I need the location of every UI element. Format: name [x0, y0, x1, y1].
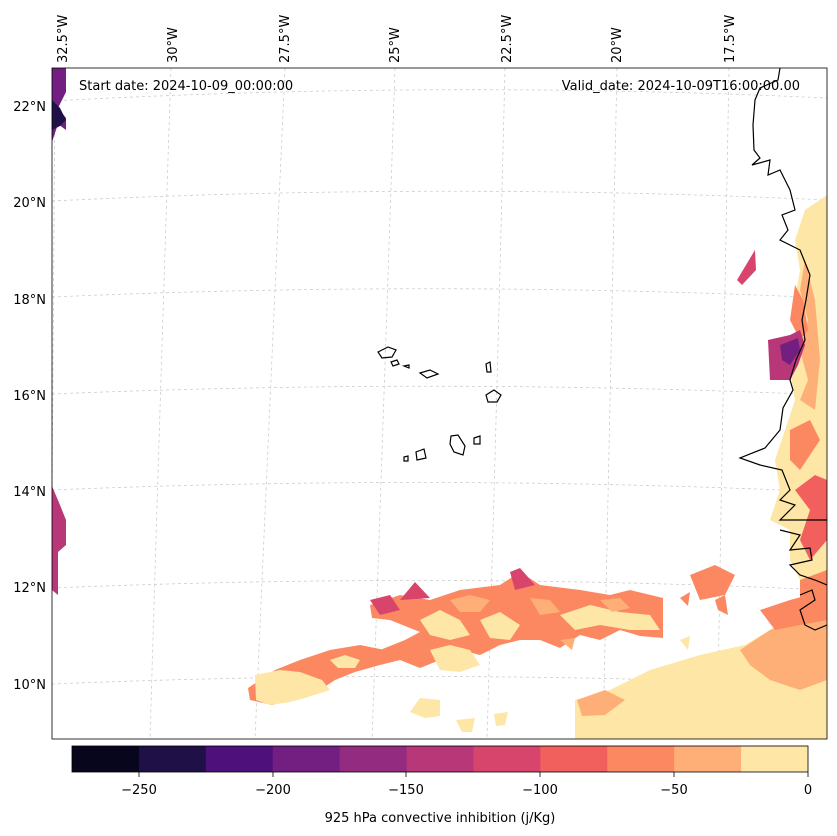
island-brava [403, 455, 409, 462]
coastlines [377, 68, 827, 631]
lat-label: 12°N [13, 581, 46, 596]
colorbar-tick-label: −200 [255, 783, 291, 798]
colorbar-tick-label: 0 [804, 783, 812, 798]
lon-label: 22.5°W [500, 15, 515, 63]
lon-axis: 32.5°W 30°W 27.5°W 25°W 22.5°W 20°W 17.5… [56, 15, 738, 63]
island-sao-nicolau [418, 369, 440, 379]
lon-label: 27.5°W [278, 15, 293, 63]
colorbar-tick-label: −100 [522, 783, 558, 798]
lon-label: 32.5°W [56, 15, 71, 63]
lat-label: 22°N [13, 100, 46, 115]
colorbar-frame [71, 745, 809, 773]
cin-contours [52, 68, 827, 739]
island-boa-vista [485, 389, 502, 403]
colorbar-segment [607, 746, 675, 772]
contour-central-band [370, 572, 663, 668]
lat-label: 10°N [13, 678, 46, 693]
colorbar-segment [741, 746, 809, 772]
island-santa-luzia [401, 364, 410, 369]
island-fogo [415, 448, 427, 461]
valid-date-annotation: Valid_date: 2024-10-09T16:00:00.00 [562, 79, 800, 94]
colorbar-segment [406, 746, 474, 772]
colorbar-segment [540, 746, 608, 772]
start-date-annotation: Start date: 2024-10-09_00:00:00 [79, 79, 293, 94]
lon-label: 20°W [610, 27, 625, 63]
lat-label: 16°N [13, 389, 46, 404]
colorbar-tick-label: −150 [388, 783, 424, 798]
colorbar-label: 925 hPa convective inhibition (j/Kg) [325, 811, 556, 826]
map-frame [51, 67, 828, 740]
island-santo-antao [377, 346, 397, 359]
colorbar-ticks [138, 772, 809, 777]
colorbar-segment [138, 746, 207, 772]
island-maio [473, 435, 481, 445]
colorbar-segment [339, 746, 408, 772]
lon-label: 25°W [388, 27, 403, 63]
africa-coastline [738, 68, 827, 631]
colorbar-segment [272, 746, 341, 772]
island-sal [485, 361, 492, 373]
colorbar-tick-label: −50 [660, 783, 687, 798]
colorbar-tick-label: −250 [121, 783, 157, 798]
lat-label: 18°N [13, 293, 46, 308]
contour-west-edge [52, 486, 66, 595]
colorbar-segment [473, 746, 541, 772]
colorbar-segment [72, 746, 140, 772]
colorbar-segments [72, 746, 809, 772]
lat-label: 20°N [13, 196, 46, 211]
map-panel [52, 68, 827, 739]
lat-label: 14°N [13, 485, 46, 500]
lon-label: 17.5°W [723, 15, 738, 63]
island-santiago [449, 434, 466, 456]
island-sao-vicente [390, 359, 400, 367]
lon-label: 30°W [166, 27, 181, 63]
colorbar: −250 −200 −150 −100 −50 0 925 hPa convec… [71, 745, 812, 826]
colorbar-segment [674, 746, 742, 772]
colorbar-segment [205, 746, 274, 772]
lat-axis: 22°N 20°N 18°N 16°N 14°N 12°N 10°N [13, 100, 46, 693]
